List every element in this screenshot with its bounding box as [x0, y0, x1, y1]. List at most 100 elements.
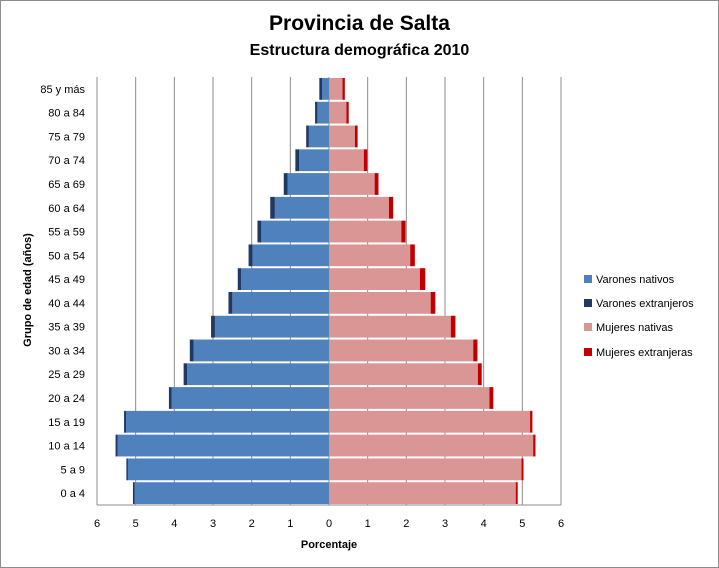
bar-mujeres-extranjeras	[342, 78, 345, 100]
bar-varones-nativos	[241, 268, 329, 290]
x-tick-label: 0	[326, 518, 332, 530]
bar-mujeres-extranjeras	[346, 101, 349, 124]
y-tick-label: 0 a 4	[61, 488, 85, 500]
x-tick-label: 6	[558, 518, 564, 530]
bar-varones-extranjeros	[124, 410, 126, 433]
bar-mujeres-nativas	[329, 173, 375, 195]
bar-varones-extranjeros	[189, 339, 194, 362]
bar-varones-nativos	[308, 125, 329, 148]
bar-mujeres-extranjeras	[410, 244, 415, 267]
x-tick-label: 6	[94, 518, 100, 530]
bar-mujeres-nativas	[329, 149, 364, 172]
bar-mujeres-extranjeras	[401, 220, 406, 243]
bar-varones-extranjeros	[126, 458, 128, 481]
bar-varones-nativos	[214, 315, 329, 338]
bar-varones-nativos	[193, 339, 329, 362]
bar-mujeres-extranjeras	[374, 173, 379, 195]
bar-varones-nativos	[127, 458, 329, 481]
bar-varones-extranjeros	[248, 244, 253, 267]
bar-varones-extranjeros	[319, 78, 323, 100]
y-tick-label: 5 a 9	[61, 464, 85, 476]
x-tick-label: 1	[287, 518, 293, 530]
bar-mujeres-nativas	[329, 244, 411, 267]
bar-mujeres-extranjeras	[515, 482, 518, 504]
legend-label: Varones extranjeros	[596, 298, 694, 310]
bar-varones-nativos	[134, 482, 329, 504]
bar-varones-extranjeros	[183, 363, 188, 386]
y-tick-label: 70 a 74	[48, 155, 85, 167]
bar-mujeres-nativas	[329, 268, 420, 290]
bar-varones-nativos	[171, 387, 329, 409]
bar-varones-extranjeros	[115, 434, 118, 457]
y-tick-label: 55 a 59	[48, 227, 85, 239]
y-tick-label: 20 a 24	[48, 393, 85, 405]
bar-mujeres-extranjeras	[477, 363, 482, 386]
y-tick-label: 60 a 64	[48, 203, 85, 215]
y-tick-label: 25 a 29	[48, 369, 85, 381]
bar-mujeres-extranjeras	[363, 149, 368, 172]
y-axis-label: Grupo de edad (años)	[22, 233, 34, 347]
bar-mujeres-extranjeras	[419, 268, 426, 290]
bar-varones-nativos	[274, 196, 329, 219]
x-tick-label: 4	[481, 518, 487, 530]
y-tick-label: 15 a 19	[48, 417, 85, 429]
y-tick-label: 85 y más	[40, 84, 85, 96]
y-tick-label: 80 a 84	[48, 108, 85, 120]
bar-varones-extranjeros	[295, 149, 300, 172]
legend-label: Varones nativos	[596, 274, 675, 286]
x-tick-label: 2	[403, 518, 409, 530]
bar-mujeres-nativas	[329, 434, 534, 457]
bar-varones-extranjeros	[168, 387, 172, 409]
bar-mujeres-nativas	[329, 196, 389, 219]
bar-mujeres-extranjeras	[521, 458, 524, 481]
y-tick-label: 75 a 79	[48, 131, 85, 143]
chart-subtitle: Estructura demográfica 2010	[249, 42, 470, 59]
legend-swatch	[584, 348, 592, 356]
bar-mujeres-nativas	[329, 292, 431, 314]
bar-varones-extranjeros	[257, 220, 262, 243]
bar-mujeres-extranjeras	[354, 125, 358, 148]
bar-mujeres-nativas	[329, 101, 347, 124]
x-tick-label: 3	[210, 518, 216, 530]
bar-mujeres-nativas	[329, 410, 531, 433]
y-tick-label: 30 a 34	[48, 345, 85, 357]
x-tick-label: 1	[365, 518, 371, 530]
bar-varones-nativos	[299, 149, 329, 172]
y-tick-label: 65 a 69	[48, 179, 85, 191]
chart-title: Provincia de Salta	[269, 12, 450, 35]
y-tick-label: 45 a 49	[48, 274, 85, 286]
legend-swatch	[584, 275, 592, 283]
bar-varones-nativos	[252, 244, 329, 267]
bar-mujeres-nativas	[329, 363, 478, 386]
bar-varones-extranjeros	[132, 482, 135, 504]
bar-mujeres-extranjeras	[473, 339, 478, 362]
bar-mujeres-nativas	[329, 220, 402, 243]
y-tick-label: 35 a 39	[48, 322, 85, 334]
bar-mujeres-nativas	[329, 387, 490, 409]
bar-mujeres-extranjeras	[530, 410, 533, 433]
x-tick-label: 5	[133, 518, 139, 530]
bar-varones-nativos	[187, 363, 329, 386]
bar-varones-nativos	[287, 173, 329, 195]
x-tick-label: 5	[519, 518, 525, 530]
bar-varones-extranjeros	[237, 268, 242, 290]
x-tick-label: 3	[442, 518, 448, 530]
bar-varones-nativos	[322, 78, 329, 100]
x-axis-label: Porcentaje	[301, 539, 357, 551]
bar-varones-extranjeros	[228, 292, 233, 314]
bar-mujeres-nativas	[329, 482, 516, 504]
bar-varones-extranjeros	[270, 196, 275, 219]
y-tick-label: 40 a 44	[48, 298, 85, 310]
bar-mujeres-nativas	[329, 315, 451, 338]
bar-mujeres-nativas	[329, 339, 474, 362]
x-tick-label: 2	[249, 518, 255, 530]
y-tick-label: 50 a 54	[48, 250, 85, 262]
bar-mujeres-nativas	[329, 78, 343, 100]
bar-mujeres-extranjeras	[450, 315, 456, 338]
bar-varones-extranjeros	[211, 315, 215, 338]
bar-varones-nativos	[117, 434, 329, 457]
bar-mujeres-extranjeras	[533, 434, 536, 457]
bar-varones-extranjeros	[306, 125, 309, 148]
x-tick-label: 4	[171, 518, 177, 530]
